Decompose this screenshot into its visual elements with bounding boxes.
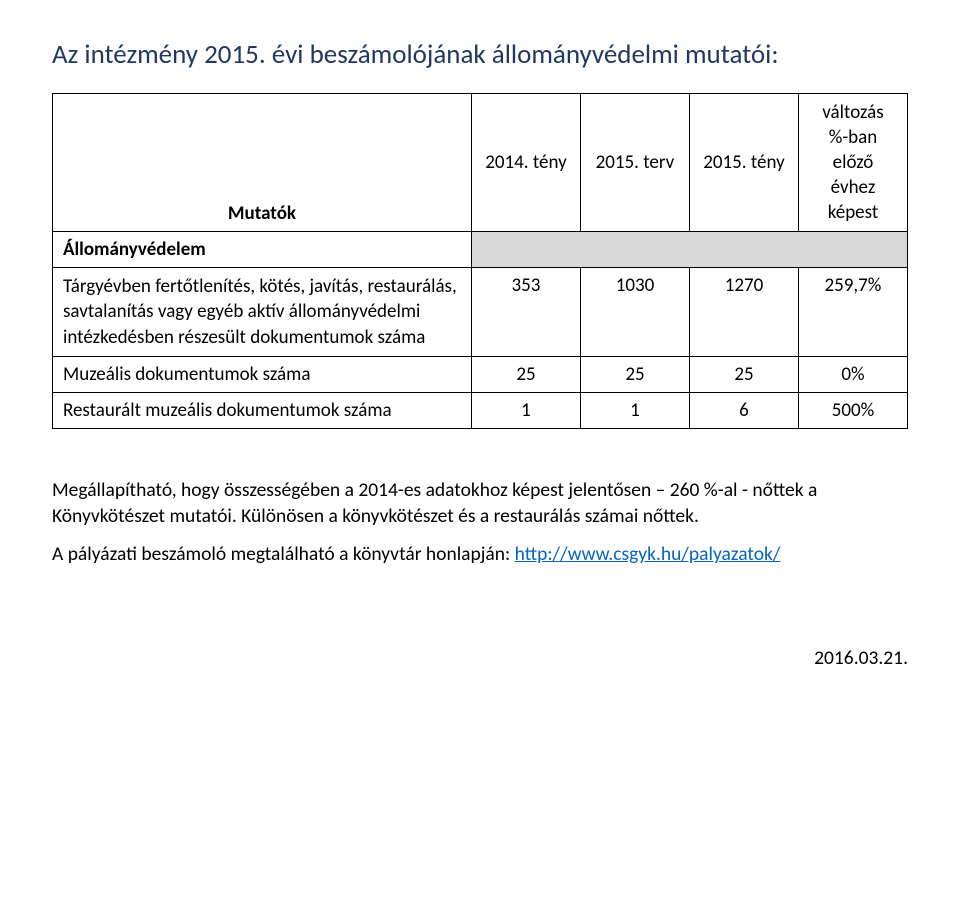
indicators-table: Mutatók 2014. tény 2015. terv 2015. tény… [52, 93, 908, 429]
table-row: Muzeális dokumentumok száma 25 25 25 0% [53, 356, 908, 392]
col-header-2014-teny: 2014. tény [471, 94, 580, 232]
row-value: 353 [471, 268, 580, 356]
table-section-row: Állományvédelem [53, 232, 908, 268]
row-value: 6 [689, 392, 798, 428]
section-shaded-span [471, 232, 907, 268]
col-header-2015-teny: 2015. tény [689, 94, 798, 232]
row-label: Muzeális dokumentumok száma [53, 356, 472, 392]
page-title: Az intézmény 2015. évi beszámolójának ál… [52, 38, 908, 71]
table-header-row: Mutatók 2014. tény 2015. terv 2015. tény… [53, 94, 908, 232]
paragraph-2: A pályázati beszámoló megtalálható a kön… [52, 541, 908, 567]
col-header-valtozas: változás %-ban előző évhez képest [798, 94, 907, 232]
row-value: 25 [689, 356, 798, 392]
row-value: 0% [798, 356, 907, 392]
row-value: 259,7% [798, 268, 907, 356]
paragraph-2-text: A pályázati beszámoló megtalálható a kön… [52, 542, 515, 566]
report-link[interactable]: http://www.csgyk.hu/palyazatok/ [515, 542, 781, 566]
document-date: 2016.03.21. [52, 646, 908, 670]
col-header-mutatok: Mutatók [53, 94, 472, 232]
row-value: 1270 [689, 268, 798, 356]
table-row: Restaurált muzeális dokumentumok száma 1… [53, 392, 908, 428]
section-label: Állományvédelem [53, 232, 472, 268]
paragraph-1: Megállapítható, hogy összességében a 201… [52, 477, 908, 530]
row-value: 1030 [580, 268, 689, 356]
row-value: 1 [580, 392, 689, 428]
row-value: 500% [798, 392, 907, 428]
row-value: 25 [471, 356, 580, 392]
table-row: Tárgyévben fertőtlenítés, kötés, javítás… [53, 268, 908, 356]
row-value: 25 [580, 356, 689, 392]
row-value: 1 [471, 392, 580, 428]
row-label: Restaurált muzeális dokumentumok száma [53, 392, 472, 428]
col-header-2015-terv: 2015. terv [580, 94, 689, 232]
row-label: Tárgyévben fertőtlenítés, kötés, javítás… [53, 268, 472, 356]
